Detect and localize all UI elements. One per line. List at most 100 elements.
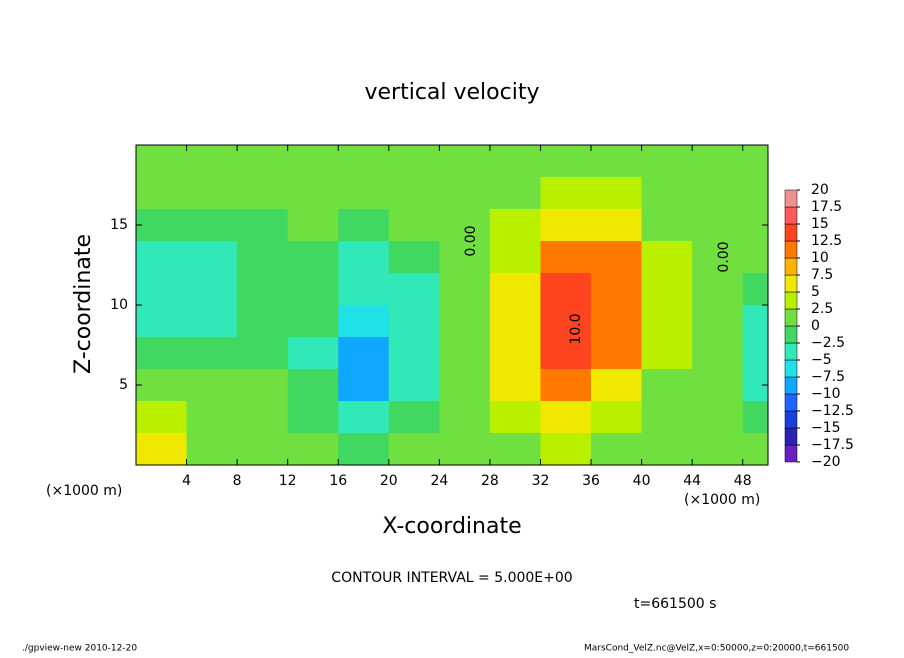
cell xyxy=(287,177,339,210)
colorbar-swatch xyxy=(784,240,798,259)
x-tick-label: 4 xyxy=(182,473,191,489)
cell xyxy=(540,401,592,434)
cell xyxy=(439,401,491,434)
cell xyxy=(641,241,693,274)
cell xyxy=(186,177,238,210)
cell xyxy=(692,241,744,274)
cell xyxy=(692,369,744,402)
colorbar-swatch xyxy=(784,427,798,446)
y-unit: (×1000 m) xyxy=(46,483,122,499)
cell xyxy=(186,305,238,338)
cell xyxy=(287,433,339,466)
colorbar-label: −7.5 xyxy=(811,369,845,385)
x-tick-label: 32 xyxy=(532,473,550,489)
x-tick-label: 16 xyxy=(329,473,347,489)
cell xyxy=(742,273,769,306)
cell xyxy=(641,337,693,370)
cell xyxy=(742,305,769,338)
cell xyxy=(388,433,440,466)
cell xyxy=(489,209,541,242)
cell xyxy=(641,209,693,242)
cell xyxy=(287,401,339,434)
cell xyxy=(136,145,188,178)
cell xyxy=(540,273,592,306)
x-tick-label: 44 xyxy=(683,473,701,489)
cell xyxy=(388,145,440,178)
cell xyxy=(489,337,541,370)
x-tick-label: 24 xyxy=(430,473,448,489)
y-tick-label: 15 xyxy=(110,217,128,233)
colorbar-swatch xyxy=(784,308,798,327)
cell xyxy=(540,433,592,466)
cell xyxy=(591,273,643,306)
colorbar-swatch xyxy=(784,257,798,276)
colorbar-label: 5 xyxy=(811,284,820,300)
cell xyxy=(388,305,440,338)
cell xyxy=(237,177,289,210)
x-tick-label: 40 xyxy=(633,473,651,489)
cell xyxy=(136,401,188,434)
cell xyxy=(338,369,390,402)
cell xyxy=(287,209,339,242)
contour-label: 10.0 xyxy=(568,313,584,344)
cell xyxy=(641,145,693,178)
colorbar-label: 20 xyxy=(811,182,829,198)
cell xyxy=(540,209,592,242)
cell xyxy=(489,401,541,434)
colorbar-swatch xyxy=(784,342,798,361)
cell xyxy=(287,273,339,306)
cell xyxy=(287,305,339,338)
x-tick-label: 12 xyxy=(279,473,297,489)
x-axis-label: X-coordinate xyxy=(382,514,521,539)
colorbar-label: −15 xyxy=(811,420,841,436)
cell xyxy=(641,177,693,210)
footer-right: MarsCond_VelZ.nc@VelZ,x=0:50000,z=0:2000… xyxy=(584,644,849,654)
cell xyxy=(591,209,643,242)
cell xyxy=(439,177,491,210)
contour-interval: CONTOUR INTERVAL = 5.000E+00 xyxy=(331,570,572,586)
cell xyxy=(136,433,188,466)
cell xyxy=(439,305,491,338)
cell xyxy=(439,337,491,370)
cell xyxy=(742,177,769,210)
colorbar-label: 17.5 xyxy=(811,199,842,215)
cell xyxy=(186,209,238,242)
cell xyxy=(237,305,289,338)
cell xyxy=(591,305,643,338)
cell xyxy=(338,209,390,242)
cell xyxy=(338,177,390,210)
cell xyxy=(591,145,643,178)
x-tick-label: 36 xyxy=(582,473,600,489)
cell xyxy=(489,145,541,178)
cell xyxy=(489,369,541,402)
colorbar-label: −20 xyxy=(811,454,841,470)
cell xyxy=(742,337,769,370)
cell xyxy=(186,273,238,306)
cell xyxy=(287,337,339,370)
cell xyxy=(388,369,440,402)
cell xyxy=(742,145,769,178)
colorbar-label: 2.5 xyxy=(811,301,833,317)
cell xyxy=(540,369,592,402)
cell xyxy=(439,433,491,466)
cell xyxy=(338,305,390,338)
colorbar-label: 7.5 xyxy=(811,267,833,283)
cell xyxy=(287,145,339,178)
cell xyxy=(237,401,289,434)
cell xyxy=(237,241,289,274)
cell xyxy=(591,177,643,210)
cell xyxy=(136,337,188,370)
cell xyxy=(540,337,592,370)
cell xyxy=(287,369,339,402)
colorbar-label: −12.5 xyxy=(811,403,854,419)
cell xyxy=(489,241,541,274)
cell xyxy=(186,433,238,466)
cell xyxy=(540,241,592,274)
cell xyxy=(540,145,592,178)
cell xyxy=(641,401,693,434)
cell xyxy=(439,145,491,178)
cell xyxy=(591,433,643,466)
cell xyxy=(591,401,643,434)
contour-label: 0.00 xyxy=(716,241,732,272)
